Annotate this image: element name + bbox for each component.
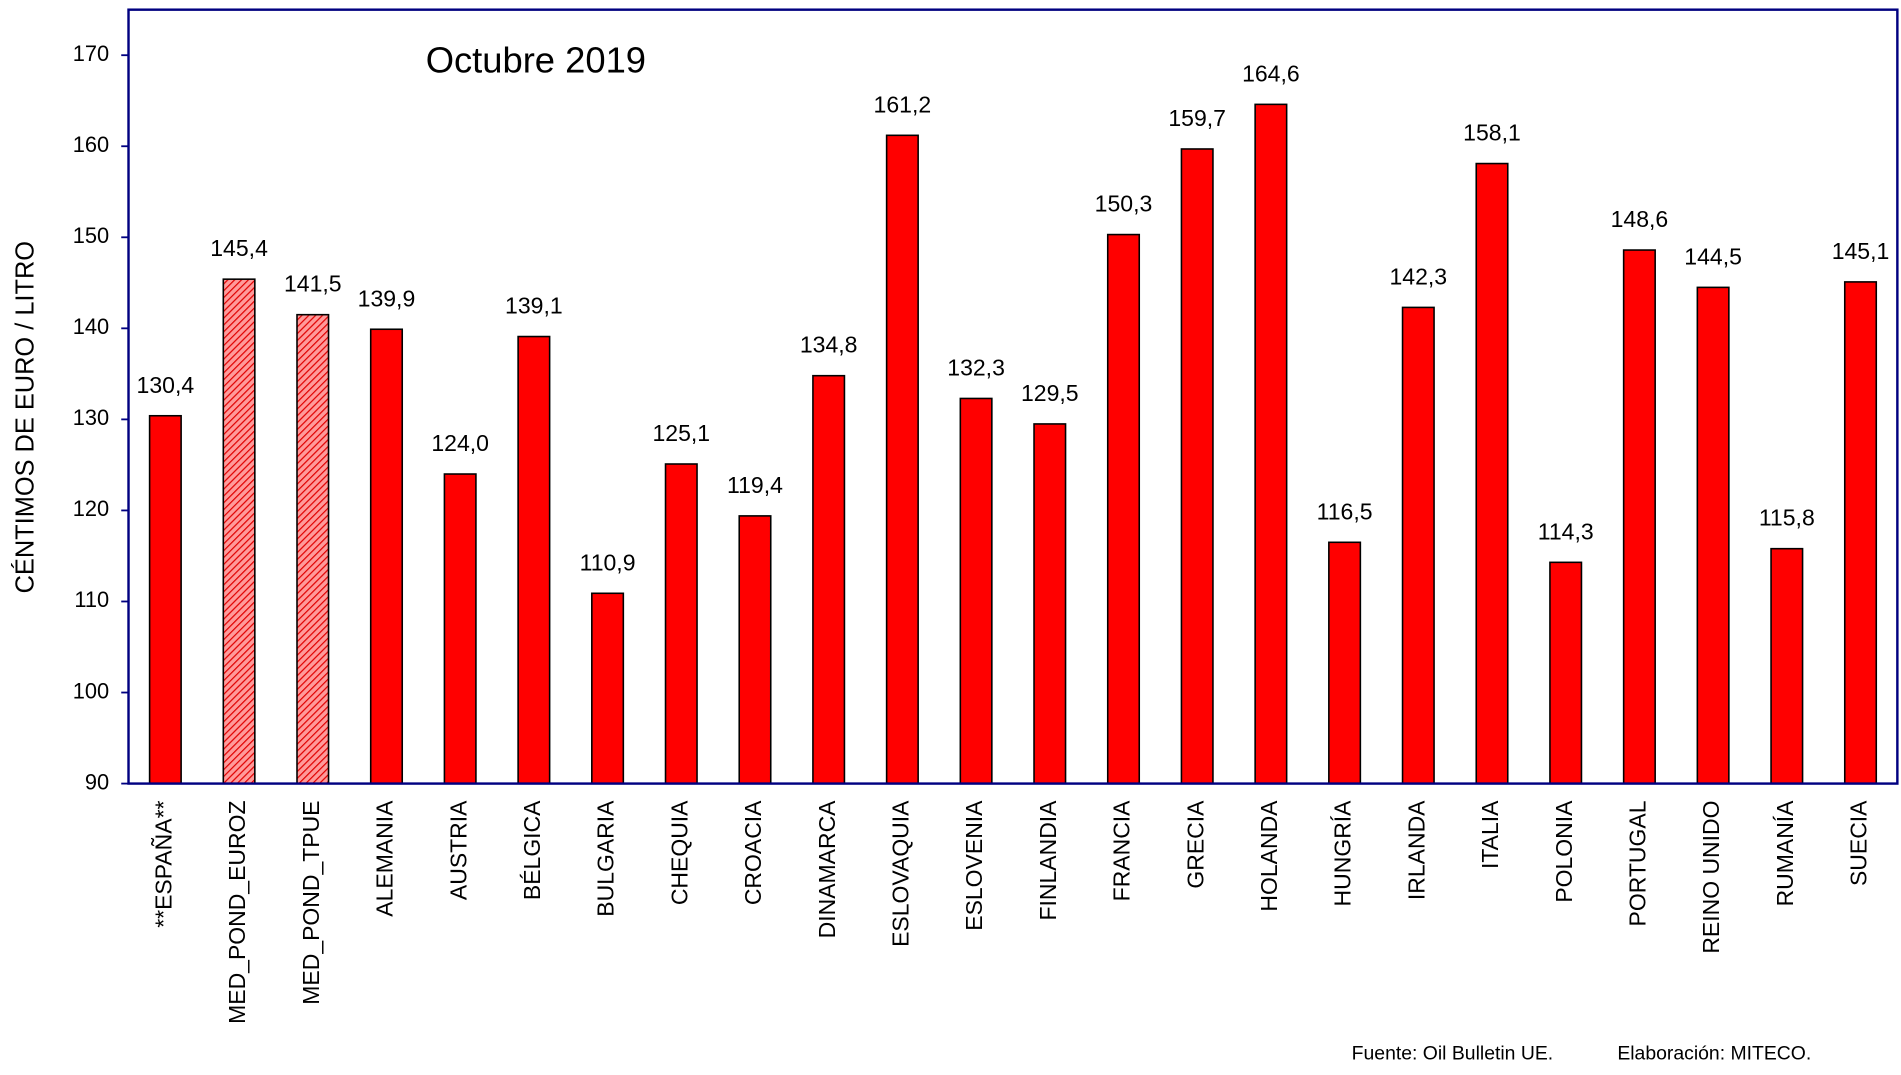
x-tick-label: ESLOVENIA	[961, 800, 987, 931]
x-tick-label: CROACIA	[740, 800, 766, 905]
value-label: 144,5	[1684, 243, 1742, 269]
x-tick-label: IRLANDA	[1403, 800, 1429, 900]
bar	[1254, 103, 1288, 785]
x-tick-label: RUMANÍA	[1772, 800, 1798, 907]
y-tick-label: 110	[74, 587, 109, 612]
x-tick-label: FINLANDIA	[1035, 800, 1061, 921]
bar	[222, 278, 256, 785]
bar	[1033, 423, 1067, 785]
value-label: 130,4	[137, 372, 195, 398]
value-label: 145,1	[1832, 238, 1890, 264]
value-label: 145,4	[210, 235, 268, 261]
y-tick-label: 150	[73, 223, 109, 248]
value-label: 129,5	[1021, 380, 1079, 406]
value-label: 124,0	[431, 430, 489, 456]
value-label: 132,3	[947, 355, 1005, 381]
x-tick-label: REINO UNIDO	[1698, 801, 1724, 954]
x-tick-label: ESLOVAQUIA	[887, 800, 913, 947]
x-tick-label: POLONIA	[1551, 800, 1577, 903]
value-label: 159,7	[1168, 105, 1226, 131]
x-tick-label: DINAMARCA	[814, 800, 840, 938]
plot-frame	[127, 8, 1899, 785]
x-tick-label: CHEQUIA	[666, 800, 692, 905]
bar	[959, 397, 993, 785]
bar	[812, 374, 846, 785]
y-tick-label: 170	[73, 41, 109, 66]
x-tick-label: **ESPAÑA**	[150, 800, 176, 927]
value-label: 134,8	[800, 332, 858, 358]
value-label: 125,1	[652, 420, 710, 446]
x-tick-label: MED_POND_TPUE	[298, 801, 324, 1005]
bar	[1696, 286, 1730, 785]
bar	[517, 335, 551, 785]
x-tick-label: SUECIA	[1846, 800, 1872, 886]
source: Fuente: Oil Bulletin UE.	[1352, 1043, 1553, 1065]
value-label: 115,8	[1759, 505, 1815, 531]
value-label: 161,2	[874, 91, 932, 117]
bar	[1622, 249, 1656, 785]
value-label: 148,6	[1611, 206, 1669, 232]
value-label: 141,5	[284, 271, 342, 297]
y-tick-label: 130	[73, 405, 109, 430]
bar	[1843, 281, 1878, 785]
y-tick-label: 140	[73, 314, 109, 339]
y-tick-label: 100	[73, 678, 109, 703]
x-tick-label: FRANCIA	[1109, 800, 1135, 901]
value-label: 164,6	[1242, 60, 1300, 86]
bar	[1180, 148, 1214, 785]
y-axis-label: CÉNTIMOS DE EURO / LITRO	[10, 241, 39, 593]
x-tick-label: ITALIA	[1477, 800, 1503, 869]
value-label: 142,3	[1389, 263, 1447, 289]
bar	[1475, 162, 1509, 785]
bar	[591, 592, 625, 785]
x-tick-label: PORTUGAL	[1624, 800, 1650, 926]
y-tick-label: 90	[85, 769, 109, 794]
value-label: 158,1	[1463, 120, 1521, 146]
bar	[738, 515, 772, 785]
bar	[148, 414, 182, 785]
bar	[885, 134, 919, 785]
value-label: 139,1	[505, 293, 563, 319]
bar	[369, 328, 404, 785]
value-label: 119,4	[727, 472, 783, 498]
x-tick-label: BULGARIA	[593, 800, 619, 917]
x-tick-label: HOLANDA	[1256, 800, 1282, 912]
value-label: 110,9	[580, 549, 636, 575]
bar	[1549, 561, 1583, 785]
bar	[1328, 541, 1362, 785]
value-label: 114,3	[1538, 518, 1594, 544]
value-label: 150,3	[1095, 191, 1153, 217]
x-tick-label: MED_POND_EUROZ	[224, 801, 250, 1024]
chart-title: Octubre 2019	[426, 40, 646, 81]
x-tick-label: HUNGRÍA	[1330, 800, 1356, 907]
x-tick-label: GRECIA	[1182, 800, 1208, 889]
bar	[1770, 547, 1804, 785]
value-label: 116,5	[1317, 498, 1373, 524]
x-tick-label: ALEMANIA	[372, 800, 398, 917]
x-tick-label: BÉLGICA	[519, 800, 545, 900]
bar	[1106, 233, 1141, 785]
credit: Elaboración: MITECO.	[1617, 1043, 1811, 1065]
bar	[664, 463, 698, 785]
bar	[296, 313, 330, 785]
bar	[1401, 306, 1435, 785]
y-tick-label: 120	[73, 496, 109, 521]
value-label: 139,9	[358, 285, 416, 311]
x-tick-label: AUSTRIA	[445, 800, 471, 900]
bar	[443, 473, 477, 785]
y-tick-label: 160	[73, 132, 109, 157]
